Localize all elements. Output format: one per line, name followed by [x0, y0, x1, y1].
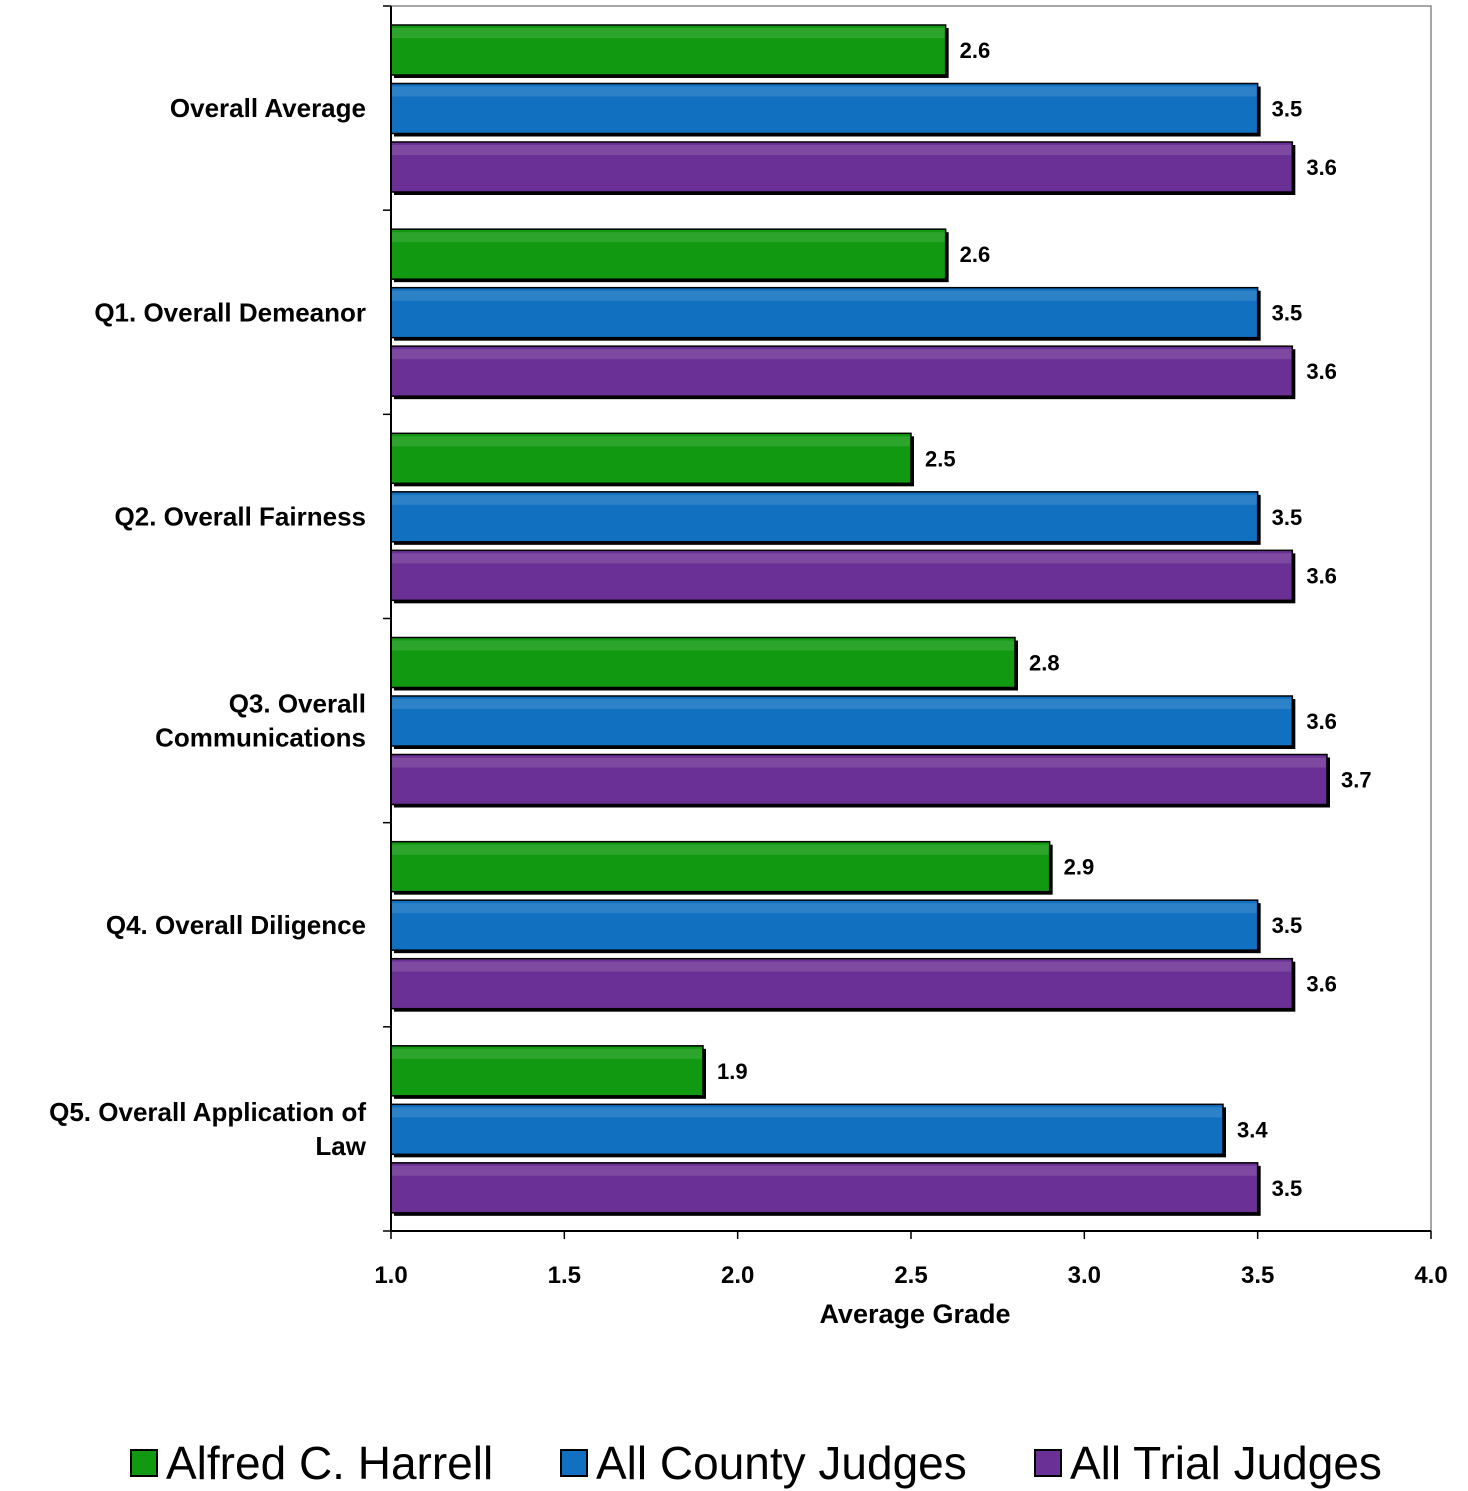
bar-highlight: [392, 145, 1292, 155]
bar-highlight: [392, 699, 1292, 709]
data-label-all-trial-judges-3: 3.7: [1341, 768, 1372, 793]
x-tick-label: 3.5: [1241, 1262, 1274, 1289]
data-label-all-trial-judges-1: 3.6: [1306, 359, 1337, 384]
bar-all-trial-judges-4: [390, 957, 1294, 1010]
bar-highlight: [392, 961, 1292, 972]
bar-all-trial-judges-1: [390, 345, 1294, 397]
category-label: Q2. Overall Fairness: [115, 501, 366, 531]
data-label-all-trial-judges-5: 3.5: [1272, 1176, 1303, 1201]
bar-highlight: [392, 1165, 1257, 1176]
data-label-all-county-judges-3: 3.6: [1306, 709, 1337, 734]
legend-item-trial-judges: All Trial Judges: [1034, 1436, 1382, 1490]
category-label: Law: [315, 1131, 366, 1161]
bar-all-county-judges-1: [390, 286, 1259, 339]
data-label-all-county-judges-1: 3.5: [1272, 301, 1303, 326]
legend-label-trial-judges: All Trial Judges: [1070, 1437, 1382, 1489]
data-label-alfred-c-harrell-0: 2.6: [960, 38, 991, 63]
data-label-all-county-judges-2: 3.5: [1272, 505, 1303, 530]
legend-item-county-judges: All County Judges: [560, 1436, 967, 1490]
data-label-all-trial-judges-4: 3.6: [1306, 972, 1337, 997]
bar-all-county-judges-3: [390, 695, 1294, 747]
bar-all-county-judges-4: [390, 899, 1259, 951]
bar-all-trial-judges-5: [390, 1162, 1259, 1214]
bar-all-county-judges-0: [390, 82, 1259, 135]
bar-highlight: [392, 757, 1326, 768]
bar-highlight: [392, 28, 945, 38]
bar-highlight: [392, 232, 945, 243]
legend-label-county-judges: All County Judges: [596, 1437, 967, 1489]
category-label: Communications: [155, 723, 366, 753]
x-tick-label: 2.5: [894, 1262, 927, 1289]
data-label-all-trial-judges-2: 3.6: [1306, 563, 1337, 588]
bar-highlight: [392, 349, 1292, 360]
x-tick-label: 4.0: [1414, 1262, 1447, 1289]
category-label: Q1. Overall Demeanor: [94, 297, 366, 327]
bar-all-trial-judges-0: [390, 141, 1294, 193]
bar-alfred-c-harrell-0: [390, 24, 947, 76]
data-label-all-county-judges-4: 3.5: [1272, 913, 1303, 938]
bar-highlight: [392, 903, 1257, 914]
bar-highlight: [392, 86, 1257, 97]
bar-highlight: [392, 553, 1292, 564]
bar-highlight: [392, 844, 1049, 855]
legend-label-harrell: Alfred C. Harrell: [166, 1437, 494, 1489]
bar-highlight: [392, 640, 1014, 651]
category-label: Q3. Overall: [229, 689, 366, 719]
data-label-all-county-judges-5: 3.4: [1237, 1117, 1268, 1142]
data-label-alfred-c-harrell-5: 1.9: [717, 1059, 748, 1084]
legend-swatch-trial-judges: [1034, 1449, 1062, 1477]
data-label-all-trial-judges-0: 3.6: [1306, 155, 1337, 180]
category-label: Overall Average: [170, 93, 366, 123]
bar-highlight: [392, 494, 1257, 505]
x-tick-label: 1.0: [374, 1262, 407, 1289]
bar-alfred-c-harrell-1: [390, 228, 947, 280]
legend: Alfred C. Harrell All County Judges All …: [0, 1436, 1468, 1491]
bar-highlight: [392, 1048, 702, 1059]
category-label: Q5. Overall Application of: [49, 1097, 366, 1127]
data-label-alfred-c-harrell-3: 2.8: [1029, 651, 1060, 676]
bar-highlight: [392, 290, 1257, 301]
data-label-alfred-c-harrell-2: 2.5: [925, 446, 956, 471]
x-tick-label: 1.5: [548, 1262, 581, 1289]
category-label: Q4. Overall Diligence: [106, 910, 366, 940]
bar-alfred-c-harrell-2: [390, 432, 912, 485]
bar-all-trial-judges-3: [390, 753, 1328, 806]
legend-swatch-harrell: [130, 1449, 158, 1477]
bar-alfred-c-harrell-4: [390, 840, 1051, 893]
data-label-all-county-judges-0: 3.5: [1272, 97, 1303, 122]
x-tick-label: 2.0: [721, 1262, 754, 1289]
bar-all-county-judges-5: [390, 1103, 1224, 1156]
bar-highlight: [392, 436, 910, 447]
bar-alfred-c-harrell-5: [390, 1045, 704, 1097]
data-label-alfred-c-harrell-4: 2.9: [1064, 855, 1095, 880]
bar-highlight: [392, 1107, 1222, 1118]
bar-all-county-judges-2: [390, 491, 1259, 543]
data-label-alfred-c-harrell-1: 2.6: [960, 242, 991, 267]
legend-item-harrell: Alfred C. Harrell: [130, 1436, 493, 1490]
legend-swatch-county-judges: [560, 1449, 588, 1477]
bar-alfred-c-harrell-3: [390, 636, 1016, 689]
bar-all-trial-judges-2: [390, 549, 1294, 602]
x-tick-label: 3.0: [1068, 1262, 1101, 1289]
x-axis-title: Average Grade: [819, 1299, 1010, 1329]
